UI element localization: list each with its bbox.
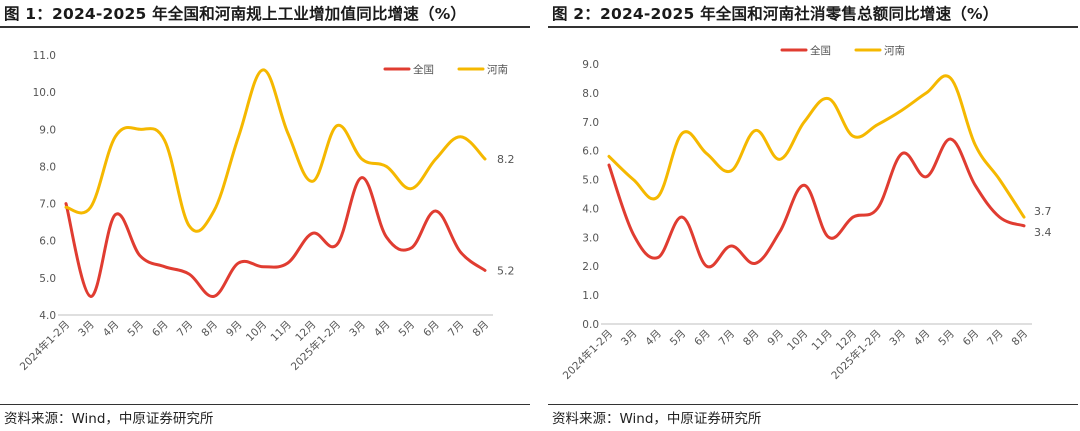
x-tick-label: 7月: [175, 319, 196, 340]
x-tick-label: 6月: [692, 328, 713, 349]
source-note-2: 资料来源：Wind，中原证券研究所: [552, 411, 762, 427]
x-tick-label: 11月: [809, 328, 834, 353]
series-line-national: [607, 137, 1026, 269]
x-tick-label: 6月: [961, 328, 982, 349]
x-tick-label: 3月: [76, 319, 97, 340]
x-tick-label: 4月: [372, 319, 393, 340]
x-tick-label: 3月: [347, 319, 368, 340]
x-tick-label: 8月: [741, 328, 762, 349]
source-rule-2: [548, 404, 1078, 405]
y-tick-label: 6.0: [582, 146, 599, 158]
x-tick-label: 4月: [643, 328, 664, 349]
x-tick-label: 4月: [101, 319, 122, 340]
end-value-label: 8.2: [497, 153, 515, 166]
series-line-national: [64, 176, 487, 298]
x-tick-label: 3月: [619, 328, 640, 349]
x-tick-label: 5月: [397, 319, 418, 340]
legend-label: 河南: [487, 63, 508, 76]
series-line-henan: [64, 68, 487, 233]
x-tick-label: 5月: [936, 328, 957, 349]
source-note-1: 资料来源：Wind，中原证券研究所: [4, 411, 214, 427]
x-tick-label: 10月: [244, 319, 269, 344]
x-tick-label: 5月: [668, 328, 689, 349]
x-tick-label: 3月: [887, 328, 908, 349]
y-tick-label: 1.0: [582, 290, 599, 302]
x-tick-label: 9月: [224, 319, 245, 340]
y-tick-label: 0.0: [582, 319, 599, 331]
x-tick-label: 6月: [150, 319, 171, 340]
y-tick-label: 4.0: [582, 203, 599, 215]
legend-label: 全国: [810, 44, 831, 57]
y-tick-label: 7.0: [39, 199, 56, 211]
x-tick-label: 10月: [785, 328, 810, 353]
title-rule-1: [0, 26, 530, 28]
y-tick-label: 9.0: [39, 124, 56, 136]
source-rule-1: [0, 404, 530, 405]
y-tick-label: 9.0: [582, 59, 599, 71]
x-tick-label: 8月: [1009, 328, 1030, 349]
x-tick-label: 7月: [717, 328, 738, 349]
end-value-label: 5.2: [497, 264, 515, 277]
x-tick-label: 7月: [446, 319, 467, 340]
x-tick-label: 8月: [470, 319, 491, 340]
x-tick-label: 8月: [199, 319, 220, 340]
x-tick-label: 7月: [985, 328, 1006, 349]
chart-panel-2: 图 2：2024-2025 年全国和河南社消零售总额同比增速（%） 0.0 1.0…: [548, 0, 1078, 431]
x-tick-label: 4月: [912, 328, 933, 349]
y-tick-label: 8.0: [582, 88, 599, 100]
x-tick-label: 2024年1-2月: [560, 327, 615, 382]
y-tick-label: 8.0: [39, 161, 56, 173]
x-tick-label: 6月: [421, 319, 442, 340]
y-tick-label: 6.0: [39, 236, 56, 248]
y-tick-label: 7.0: [582, 117, 599, 129]
y-tick-label: 4.0: [39, 310, 56, 322]
legend-label: 全国: [413, 63, 434, 76]
x-tick-label: 11月: [269, 319, 294, 344]
chart-panel-1: 图 1：2024-2025 年全国和河南规上工业增加值同比增速（%） 4.0 5.…: [0, 0, 530, 431]
legend-label: 河南: [884, 44, 905, 57]
chart-title-1: 图 1：2024-2025 年全国和河南规上工业增加值同比增速（%）: [4, 5, 467, 23]
y-tick-label: 2.0: [582, 261, 599, 273]
x-tick-label: 9月: [765, 328, 786, 349]
title-rule-2: [548, 26, 1078, 28]
y-tick-label: 11.0: [33, 50, 56, 62]
series-line-henan: [607, 74, 1026, 219]
y-tick-label: 10.0: [33, 87, 56, 99]
end-value-label: 3.7: [1034, 205, 1052, 218]
x-tick-label: 5月: [125, 319, 146, 340]
chart-title-2: 图 2：2024-2025 年全国和河南社消零售总额同比增速（%）: [552, 5, 999, 23]
y-tick-label: 3.0: [582, 232, 599, 244]
y-tick-label: 5.0: [39, 273, 56, 285]
x-tick-label: 2024年1-2月: [17, 318, 72, 373]
end-value-label: 3.4: [1034, 226, 1052, 239]
y-tick-label: 5.0: [582, 175, 599, 187]
